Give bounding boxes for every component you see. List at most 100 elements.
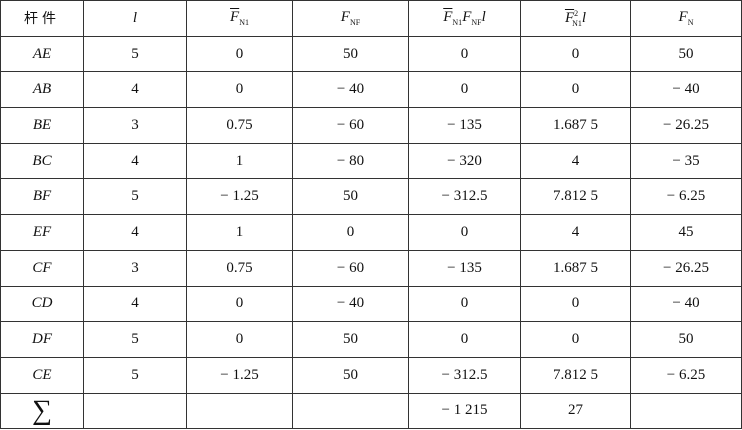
table-row: CF 3 0.75− 60− 135 1.687 5− 26.25 [0, 249, 742, 287]
table-row: BE 3 0.75− 60− 135 1.687 5− 26.25 [0, 107, 742, 144]
table-cell: 0 [408, 285, 521, 323]
header-superscript: 2 [574, 8, 579, 18]
table-cell: − 60 [292, 249, 409, 287]
table-cell: CD [0, 285, 84, 323]
table-cell: − 40 [630, 71, 742, 109]
table-cell: 1 [186, 214, 293, 251]
table-cell: 0 [186, 285, 293, 323]
sum-row: ∑ − 1 215 27 [0, 392, 742, 430]
table-cell: 50 [630, 321, 742, 358]
sum-cell [630, 392, 742, 430]
table-cell: − 6.25 [630, 356, 742, 394]
table-row: BF 5− 1.25 50− 312.5 7.812 5− 6.25 [0, 178, 742, 216]
table-row: BC 4 1− 80− 320 4− 35 [0, 142, 742, 180]
table-cell: 0.75 [186, 107, 293, 144]
table-cell: 3 [83, 249, 187, 287]
table-cell: 4 [83, 142, 187, 180]
table-cell: 5 [83, 35, 187, 73]
table-cell: CF [0, 249, 84, 287]
header-subscript: N1 [239, 18, 249, 28]
table-cell: DF [0, 321, 84, 358]
table-cell: 4 [83, 285, 187, 323]
sum-label: ∑ [0, 392, 84, 430]
header-cell: l [83, 0, 187, 37]
header-cell: FN1 [186, 0, 293, 37]
table-cell: BC [0, 142, 84, 180]
table-cell: − 35 [630, 142, 742, 180]
table-cell: − 6.25 [630, 178, 742, 216]
table-cell: 0 [408, 35, 521, 73]
sum-cell: 27 [520, 392, 631, 430]
table-cell: 0 [186, 35, 293, 73]
table-cell: 5 [83, 356, 187, 394]
table-row: AE 5 0 50 0 0 50 [0, 35, 742, 73]
table-cell: 0 [520, 285, 631, 323]
table-row: CE 5− 1.25 50− 312.5 7.812 5− 6.25 [0, 356, 742, 394]
header-subscript: NF [471, 18, 482, 28]
table-cell: 0 [520, 35, 631, 73]
header-text: l [132, 9, 138, 26]
table-cell: − 135 [408, 107, 521, 144]
header-subscript: N1 [572, 18, 582, 28]
table-cell: − 26.25 [630, 107, 742, 144]
table-cell: − 1.25 [186, 356, 293, 394]
table-cell: − 312.5 [408, 356, 521, 394]
table-cell: 5 [83, 321, 187, 358]
header-symbol: l [581, 9, 587, 26]
table-cell: EF [0, 214, 84, 251]
table-cell: BE [0, 107, 84, 144]
table-cell: 1 [186, 142, 293, 180]
header-symbol: F [678, 9, 688, 26]
table-cell: BF [0, 178, 84, 216]
header-subscript: N1 [452, 18, 463, 28]
header-symbol: F [340, 9, 350, 26]
table-row: EF 4 1 0 0 4 45 [0, 214, 742, 251]
sum-cell [292, 392, 409, 430]
table-cell: 4 [83, 214, 187, 251]
table-cell: − 26.25 [630, 249, 742, 287]
header-symbol: F [230, 9, 240, 26]
header-cell: F2N1l [520, 0, 631, 37]
header-symbol: F [462, 9, 472, 26]
header-row: 杆件 l FN1 FNF FN1FNFl F2N1l FN [0, 0, 742, 37]
table-cell: − 312.5 [408, 178, 521, 216]
table-cell: 0 [408, 321, 521, 358]
table-row: AB 4 0− 40 0 0− 40 [0, 71, 742, 109]
table-cell: 50 [292, 321, 409, 358]
table-body: AE 5 0 50 0 0 50 AB 4 0− 40 0 0− 40 BE 3 0.75− 60− 135… [0, 35, 742, 430]
table-cell: AE [0, 35, 84, 73]
table-cell: CE [0, 356, 84, 394]
table-cell: 50 [292, 178, 409, 216]
header-symbol: l [481, 9, 486, 26]
table-cell: 3 [83, 107, 187, 144]
table-cell: 7.812 5 [520, 356, 631, 394]
table-cell: 4 [83, 71, 187, 109]
header-text: 杆件 [24, 11, 60, 28]
table-row: DF 5 0 50 0 0 50 [0, 321, 742, 358]
table-cell: 5 [83, 178, 187, 216]
table-cell: AB [0, 71, 84, 109]
table-cell: 50 [292, 356, 409, 394]
header-subscript: NF [349, 18, 361, 28]
header-cell: FN1FNFl [408, 0, 521, 37]
table-cell: − 40 [292, 285, 409, 323]
header-symbol: F [443, 9, 453, 26]
table-cell: − 320 [408, 142, 521, 180]
table-cell: 45 [630, 214, 742, 251]
table-cell: − 40 [292, 71, 409, 109]
header-cell: FN [630, 0, 742, 37]
sum-cell [186, 392, 293, 430]
table-cell: 4 [520, 142, 631, 180]
table-cell: 0 [520, 71, 631, 109]
table-cell: 7.812 5 [520, 178, 631, 216]
table-cell: 50 [630, 35, 742, 73]
table-cell: 0 [408, 214, 521, 251]
table-cell: 50 [292, 35, 409, 73]
table-cell: 1.687 5 [520, 249, 631, 287]
header-cell: 杆件 [0, 0, 84, 37]
sum-cell [83, 392, 187, 430]
table-cell: 4 [520, 214, 631, 251]
table-cell: 0 [186, 71, 293, 109]
table-cell: 1.687 5 [520, 107, 631, 144]
